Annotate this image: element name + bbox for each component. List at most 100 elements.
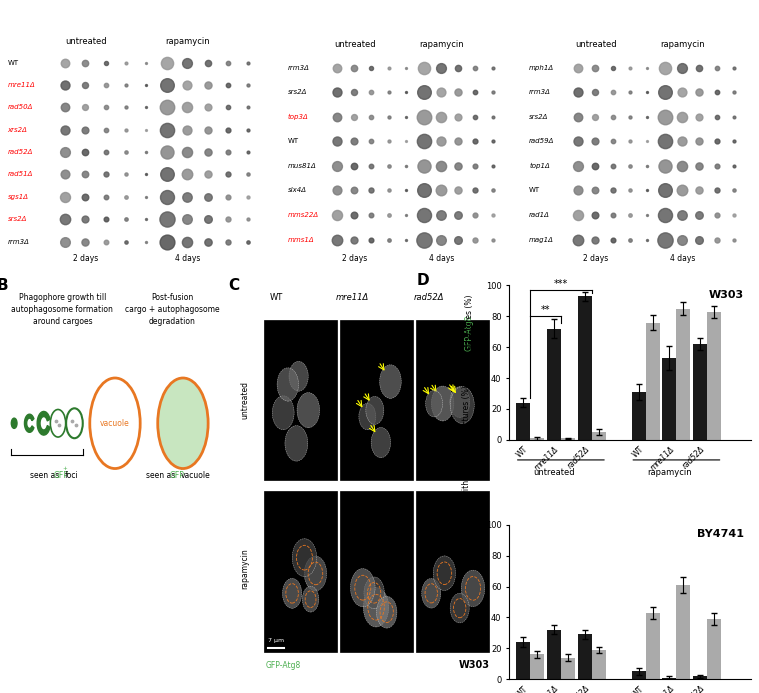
Text: mre11Δ: mre11Δ (8, 82, 36, 88)
Text: cells with: cells with (465, 327, 474, 366)
Text: rapamycin: rapamycin (419, 40, 464, 49)
Point (222, 57, 235, 68)
Point (120, 213, 132, 225)
Point (676, 160, 688, 171)
FancyBboxPatch shape (416, 319, 490, 480)
Point (728, 209, 740, 220)
Point (120, 146, 132, 157)
Text: 7 μm: 7 μm (268, 638, 284, 643)
Point (80, 57, 92, 68)
Point (452, 234, 465, 245)
Text: GFP: GFP (54, 471, 68, 480)
Circle shape (285, 426, 308, 461)
Point (469, 209, 481, 220)
Point (624, 136, 636, 147)
Circle shape (431, 386, 454, 421)
Point (348, 209, 361, 220)
Bar (516, 403, 530, 440)
Point (589, 87, 601, 98)
Point (202, 191, 214, 202)
Text: rad1Δ: rad1Δ (529, 212, 550, 218)
Text: W303: W303 (458, 660, 490, 670)
Point (659, 111, 671, 122)
Point (435, 111, 447, 122)
Point (417, 160, 430, 171)
Circle shape (302, 586, 319, 612)
Point (80, 80, 92, 91)
Point (710, 87, 723, 98)
Point (331, 87, 343, 98)
Text: GFP: GFP (170, 471, 184, 480)
Text: untreated: untreated (65, 37, 107, 46)
Text: slx4Δ: slx4Δ (288, 188, 307, 193)
Point (400, 62, 412, 73)
Point (348, 136, 361, 147)
Point (572, 234, 584, 245)
Point (435, 87, 447, 98)
Point (572, 62, 584, 73)
Point (120, 169, 132, 180)
Point (365, 234, 377, 245)
Bar (631, 392, 646, 440)
Point (728, 234, 740, 245)
Bar (591, 650, 606, 679)
Point (589, 136, 601, 147)
Point (693, 62, 705, 73)
Point (331, 62, 343, 73)
Point (181, 169, 194, 180)
Text: D: D (417, 273, 430, 288)
Point (710, 160, 723, 171)
Circle shape (364, 577, 384, 608)
Point (624, 185, 636, 196)
FancyBboxPatch shape (264, 319, 337, 480)
Point (572, 160, 584, 171)
Bar (707, 619, 721, 679)
Point (624, 62, 636, 73)
Point (435, 234, 447, 245)
Text: rad52Δ: rad52Δ (8, 149, 33, 155)
Point (140, 213, 153, 225)
Point (606, 160, 619, 171)
Circle shape (433, 556, 455, 590)
Text: C: C (228, 278, 240, 292)
Point (624, 111, 636, 122)
Point (348, 234, 361, 245)
Point (469, 185, 481, 196)
Point (80, 169, 92, 180)
Bar (561, 438, 575, 440)
Bar (693, 344, 707, 440)
Point (693, 136, 705, 147)
Point (161, 191, 173, 202)
Point (659, 185, 671, 196)
Point (120, 124, 132, 135)
Point (181, 124, 194, 135)
Point (676, 136, 688, 147)
Text: mms22Δ: mms22Δ (288, 212, 319, 218)
Point (417, 111, 430, 122)
Text: mag1Δ: mag1Δ (529, 237, 554, 243)
Point (59, 191, 71, 202)
Point (161, 124, 173, 135)
Point (606, 234, 619, 245)
Bar (663, 358, 676, 440)
Point (641, 234, 653, 245)
Point (469, 87, 481, 98)
Point (417, 234, 430, 245)
Point (383, 160, 395, 171)
Point (140, 191, 153, 202)
Point (728, 111, 740, 122)
Point (348, 160, 361, 171)
Circle shape (364, 588, 389, 627)
Point (487, 185, 499, 196)
Point (624, 209, 636, 220)
Point (161, 169, 173, 180)
Point (80, 191, 92, 202)
Text: 4 days: 4 days (669, 254, 695, 263)
Bar (547, 630, 561, 679)
Point (572, 87, 584, 98)
Point (641, 160, 653, 171)
Point (487, 111, 499, 122)
Point (331, 209, 343, 220)
Point (589, 62, 601, 73)
Point (383, 209, 395, 220)
